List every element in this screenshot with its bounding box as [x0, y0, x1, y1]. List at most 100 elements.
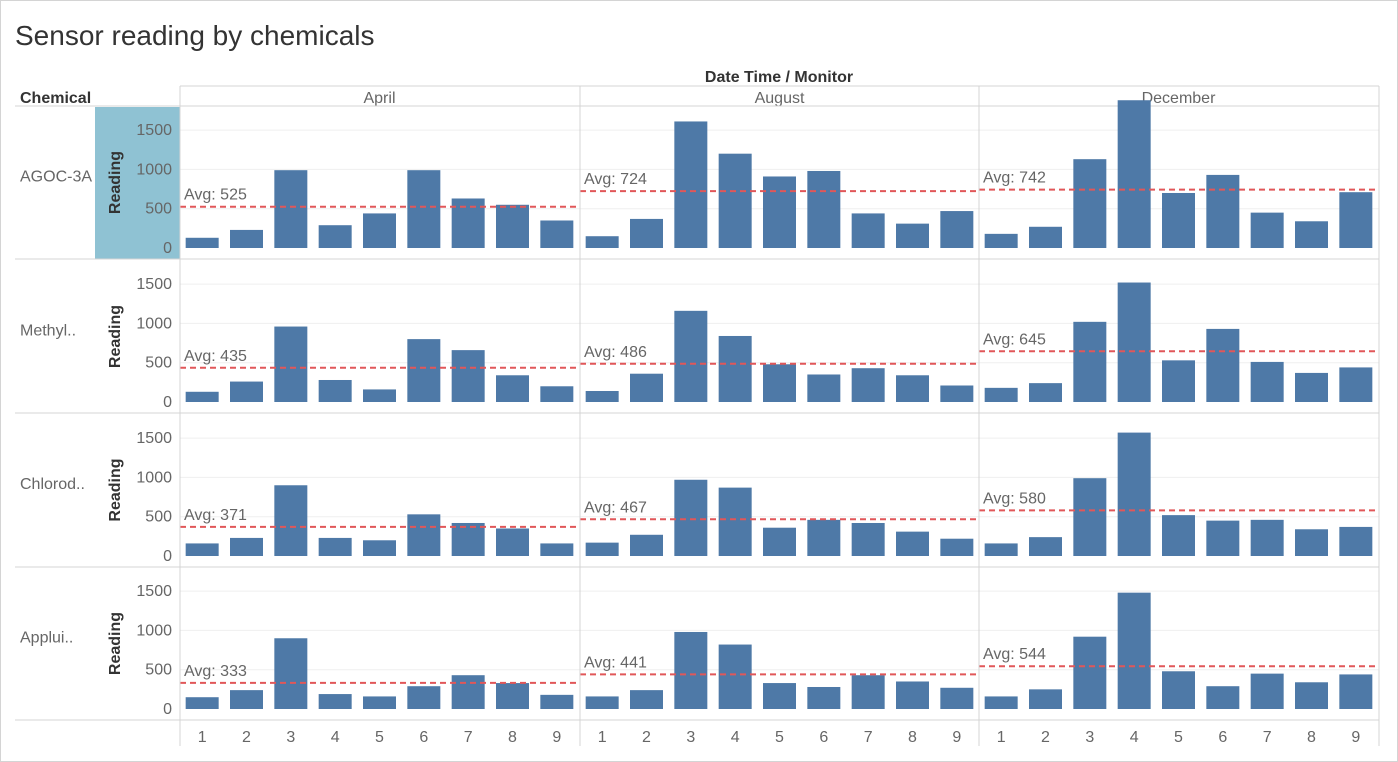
x-tick-label: 5 — [775, 729, 784, 746]
y-tick-label: 1500 — [136, 430, 172, 447]
bar — [1339, 192, 1373, 248]
bar — [1073, 159, 1107, 248]
bar — [185, 697, 219, 709]
bar — [274, 638, 308, 709]
x-tick-label: 2 — [1041, 729, 1050, 746]
x-tick-label: 1 — [198, 729, 207, 746]
x-tick-label: 7 — [1263, 729, 1272, 746]
bar — [718, 335, 752, 402]
x-tick-label: 5 — [375, 729, 384, 746]
bar — [984, 543, 1018, 556]
y-tick-label: 1000 — [136, 469, 172, 486]
bar — [451, 198, 485, 248]
bar — [407, 686, 441, 709]
bar — [363, 696, 396, 709]
bar — [540, 543, 574, 556]
y-tick-label: 500 — [145, 355, 172, 372]
bar — [763, 527, 796, 556]
bar — [674, 310, 708, 402]
x-tick-label: 1 — [997, 729, 1006, 746]
y-tick-label: 1000 — [136, 161, 172, 178]
bar — [674, 479, 708, 556]
y-tick-label: 0 — [163, 548, 172, 565]
y-tick-label: 1500 — [136, 122, 172, 139]
avg-label: Avg: 724 — [584, 171, 647, 188]
bar — [274, 326, 308, 402]
bar — [318, 537, 352, 556]
y-tick-label: 1000 — [136, 622, 172, 639]
bar — [585, 696, 619, 709]
bar — [940, 211, 974, 248]
chemical-label: Chlorod.. — [20, 476, 85, 493]
bar — [940, 687, 974, 709]
bar — [585, 236, 619, 248]
bar — [540, 220, 574, 248]
bar — [984, 696, 1018, 709]
bar — [1250, 673, 1284, 709]
bar — [1162, 515, 1195, 556]
chemical-label: Methyl.. — [20, 323, 76, 340]
bar — [851, 368, 885, 402]
x-tick-label: 8 — [508, 729, 517, 746]
x-tick-label: 4 — [1130, 729, 1139, 746]
bar — [851, 522, 885, 556]
y-tick-label: 1500 — [136, 276, 172, 293]
bar — [496, 375, 529, 402]
bar — [585, 390, 619, 402]
bar — [896, 223, 929, 248]
avg-label: Avg: 544 — [983, 646, 1046, 663]
bar — [1339, 526, 1373, 556]
bar — [230, 537, 263, 556]
y-tick-label: 1500 — [136, 583, 172, 600]
x-tick-label: 8 — [908, 729, 917, 746]
bar — [674, 631, 708, 709]
x-tick-label: 6 — [419, 729, 428, 746]
y-tick-label: 500 — [145, 509, 172, 526]
bar — [451, 522, 485, 556]
bar — [407, 514, 441, 556]
y-axis-title: Reading — [107, 151, 124, 214]
bar — [1206, 328, 1240, 402]
x-tick-label: 4 — [331, 729, 340, 746]
x-tick-label: 3 — [286, 729, 295, 746]
bar — [718, 153, 752, 248]
avg-label: Avg: 441 — [584, 654, 647, 671]
avg-label: Avg: 742 — [983, 170, 1046, 187]
bar — [1029, 226, 1062, 248]
bar — [1162, 192, 1195, 248]
bar — [807, 374, 841, 402]
y-tick-label: 500 — [145, 662, 172, 679]
bar — [1250, 519, 1284, 556]
bar — [496, 683, 529, 709]
avg-label: Avg: 371 — [184, 507, 247, 524]
bar — [851, 675, 885, 709]
bar — [1117, 592, 1151, 709]
bar — [940, 385, 974, 402]
chemical-label: AGOC-3A — [20, 169, 92, 186]
bar — [540, 386, 574, 402]
bar — [1250, 361, 1284, 402]
bar — [763, 683, 796, 709]
bar — [1339, 674, 1373, 709]
y-axis-title: Reading — [107, 458, 124, 521]
bar — [851, 213, 885, 248]
bar — [1073, 478, 1107, 556]
bar — [185, 543, 219, 556]
bar — [763, 176, 796, 248]
x-tick-label: 7 — [864, 729, 873, 746]
month-header-august: August — [755, 90, 805, 107]
bar — [630, 534, 663, 556]
avg-label: Avg: 525 — [184, 187, 247, 204]
bar — [940, 538, 974, 556]
bar — [807, 170, 841, 248]
bar — [318, 694, 352, 709]
bar — [1295, 682, 1328, 709]
avg-label: Avg: 333 — [184, 663, 247, 680]
avg-label: Avg: 645 — [983, 331, 1046, 348]
bar — [185, 237, 219, 248]
row-header: Chemical — [20, 90, 91, 107]
x-tick-label: 6 — [819, 729, 828, 746]
month-header-april: April — [363, 90, 395, 107]
bar — [496, 528, 529, 556]
bar — [1295, 221, 1328, 248]
